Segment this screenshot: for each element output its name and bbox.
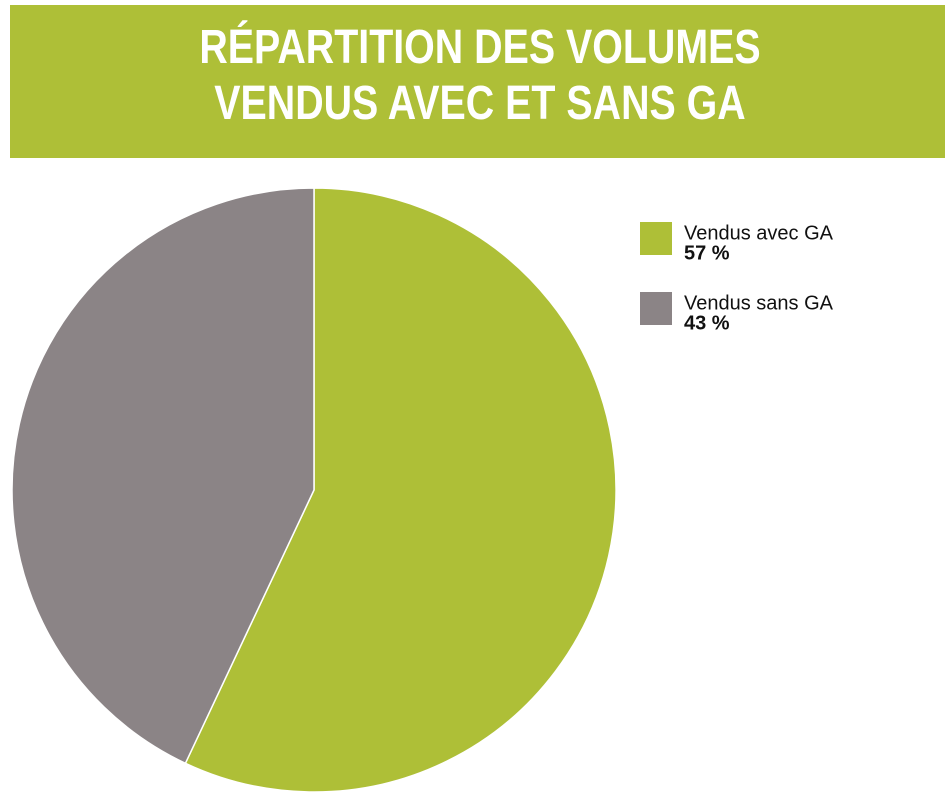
- legend-swatch: [640, 222, 672, 255]
- legend-value: 43 %: [684, 312, 730, 334]
- header-band: [10, 5, 945, 158]
- legend-label: Vendus avec GA: [684, 222, 834, 244]
- pie-slice: [184, 187, 617, 793]
- legend-value: 57 %: [684, 242, 730, 264]
- chart-title: RÉPARTITION DES VOLUMES VENDUS AVEC ET S…: [199, 21, 761, 130]
- legend-label: Vendus sans GA: [684, 292, 834, 314]
- pie-slice: [11, 187, 315, 765]
- legend-swatch: [640, 292, 672, 325]
